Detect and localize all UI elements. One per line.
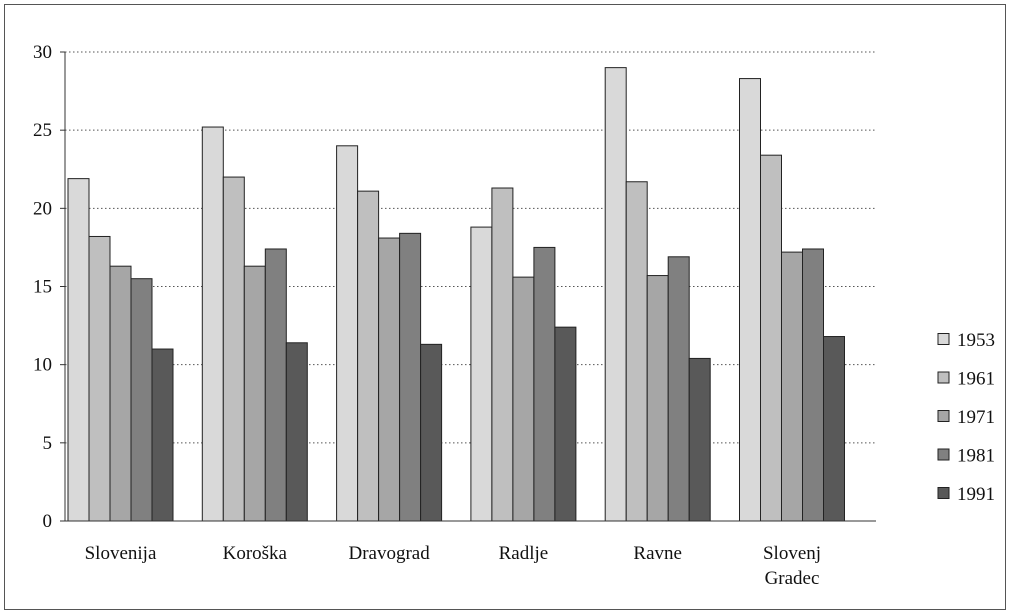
bars xyxy=(67,67,845,522)
y-tick-label: 5 xyxy=(43,433,53,454)
bar-1971-5 xyxy=(781,251,803,522)
y-tick-label: 20 xyxy=(33,198,52,219)
bar-1961-4 xyxy=(625,181,648,522)
bar-1981-0 xyxy=(130,278,153,522)
y-tick-label: 10 xyxy=(33,355,52,376)
chart-frame xyxy=(4,4,1006,610)
legend-label-1991: 1991 xyxy=(957,484,995,505)
bar-1981-4 xyxy=(667,256,690,522)
y-tick-label: 15 xyxy=(33,277,52,298)
bar-1991-3 xyxy=(554,326,577,522)
legend-label-1961: 1961 xyxy=(957,369,995,390)
x-category-labels: Slovenija Koroška Dravograd Radlje Ravne Slov… xyxy=(85,543,821,589)
bar-1981-3 xyxy=(533,246,556,522)
x-category-label: Slovenj xyxy=(763,543,821,564)
bar-1981-5 xyxy=(802,248,824,522)
bar-1953-4 xyxy=(604,67,627,522)
y-tick-label: 0 xyxy=(43,511,53,532)
legend-swatch-1971 xyxy=(937,410,950,422)
bar-1971-4 xyxy=(646,275,669,522)
axes xyxy=(60,51,876,522)
bar-1953-5 xyxy=(739,78,761,522)
x-category-label: Slovenija xyxy=(85,543,157,564)
y-tick-label: 25 xyxy=(33,120,52,141)
x-category-label: Dravograd xyxy=(348,543,430,564)
legend-label-1953: 1953 xyxy=(957,330,995,351)
bar-1971-1 xyxy=(243,265,266,522)
bar-1953-1 xyxy=(201,126,224,522)
legend-label-1971: 1971 xyxy=(957,407,995,428)
y-tick-labels: 0 5 10 15 20 25 30 xyxy=(33,42,52,532)
legend-swatch-1953 xyxy=(937,333,950,345)
x-category-label: Radlje xyxy=(499,543,549,564)
bar-1991-0 xyxy=(151,348,174,522)
bar-1971-2 xyxy=(378,237,401,522)
legend-swatch-1981 xyxy=(937,448,950,461)
bar-1981-1 xyxy=(264,248,287,522)
bar-1953-3 xyxy=(470,226,493,522)
bar-1953-2 xyxy=(336,145,359,522)
legend-swatch-1991 xyxy=(937,487,950,499)
bar-1961-1 xyxy=(222,176,245,522)
bar-1961-3 xyxy=(491,187,514,522)
bar-1991-2 xyxy=(420,343,443,522)
bar-1981-2 xyxy=(399,232,422,522)
y-tick-label: 30 xyxy=(33,42,52,63)
bar-1991-5 xyxy=(823,336,845,522)
bar-1991-4 xyxy=(688,357,711,522)
bar-1971-0 xyxy=(109,265,132,522)
bar-1961-5 xyxy=(760,154,782,522)
x-category-label: Gradec xyxy=(765,568,820,589)
bar-1953-0 xyxy=(67,178,90,522)
bar-1991-1 xyxy=(285,342,308,522)
legend-swatch-1961 xyxy=(937,371,950,384)
legend-label-1981: 1981 xyxy=(957,446,995,467)
x-category-label: Ravne xyxy=(633,543,682,564)
bar-1961-0 xyxy=(88,235,111,522)
bar-1971-3 xyxy=(512,276,535,522)
bar-1961-2 xyxy=(357,190,380,522)
legend: 1953 1961 1971 1981 1991 xyxy=(937,330,995,505)
x-category-label: Koroška xyxy=(223,543,288,564)
